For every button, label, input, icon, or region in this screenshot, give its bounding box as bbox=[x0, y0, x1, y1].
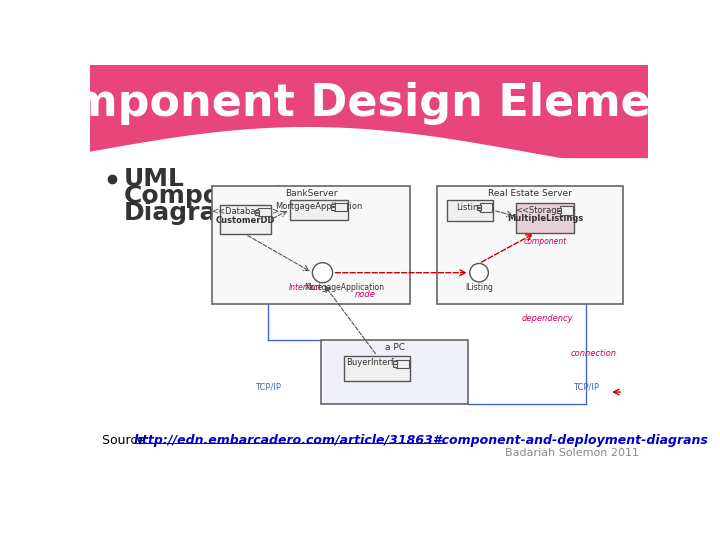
Bar bbox=[331, 207, 335, 210]
Bar bbox=[480, 204, 492, 212]
Bar bbox=[290, 200, 348, 220]
Bar bbox=[212, 186, 410, 303]
Circle shape bbox=[469, 264, 488, 282]
Bar bbox=[516, 204, 575, 233]
Bar bbox=[334, 202, 346, 211]
Bar bbox=[255, 213, 259, 215]
Text: <<Database>>: <<Database>> bbox=[212, 207, 279, 217]
Bar bbox=[255, 210, 259, 212]
Text: Source:: Source: bbox=[102, 434, 153, 447]
Text: Real Estate Server: Real Estate Server bbox=[488, 189, 572, 198]
Text: TCP/IP: TCP/IP bbox=[256, 382, 282, 391]
Text: Interface: Interface bbox=[288, 283, 323, 292]
Bar bbox=[396, 360, 408, 368]
Bar bbox=[437, 186, 624, 303]
Text: Listing: Listing bbox=[456, 202, 484, 212]
Bar bbox=[393, 361, 397, 363]
Text: Badariah Solemon 2011: Badariah Solemon 2011 bbox=[505, 448, 639, 458]
Text: CustomerDD: CustomerDD bbox=[215, 216, 275, 225]
Circle shape bbox=[312, 262, 333, 283]
Bar bbox=[477, 205, 481, 207]
Text: dependency: dependency bbox=[521, 314, 573, 323]
Bar bbox=[446, 200, 493, 221]
Text: Component: Component bbox=[124, 184, 286, 208]
Bar bbox=[393, 364, 397, 367]
Text: TCP/IP: TCP/IP bbox=[573, 382, 599, 391]
Text: a PC: a PC bbox=[384, 343, 405, 352]
Text: UML: UML bbox=[124, 167, 185, 191]
Bar bbox=[331, 204, 335, 206]
Bar bbox=[220, 205, 271, 234]
Text: MortgageApplication: MortgageApplication bbox=[275, 202, 363, 211]
Bar bbox=[90, 65, 648, 157]
Bar bbox=[557, 211, 561, 213]
Bar bbox=[258, 208, 271, 217]
Text: MultipleListings: MultipleListings bbox=[507, 214, 583, 224]
Bar bbox=[560, 206, 573, 215]
Text: BuyerInterface: BuyerInterface bbox=[346, 359, 408, 367]
Text: BankServer: BankServer bbox=[285, 189, 338, 198]
Text: Diagram: Diagram bbox=[124, 201, 244, 225]
Text: http://edn.embarcadero.com/article/31863#component-and-deployment-diagrans: http://edn.embarcadero.com/article/31863… bbox=[133, 434, 708, 447]
Text: component: component bbox=[523, 238, 567, 246]
Bar bbox=[344, 356, 410, 381]
Text: node: node bbox=[355, 290, 376, 299]
Text: connection: connection bbox=[571, 349, 617, 358]
Bar bbox=[557, 208, 561, 210]
Text: Component Design Elements: Component Design Elements bbox=[8, 82, 720, 125]
Text: MortgageApplication: MortgageApplication bbox=[305, 283, 384, 292]
Text: <<Storage>>: <<Storage>> bbox=[515, 206, 576, 215]
Bar bbox=[321, 340, 468, 403]
Bar bbox=[477, 208, 481, 210]
Text: IListing: IListing bbox=[465, 283, 493, 292]
